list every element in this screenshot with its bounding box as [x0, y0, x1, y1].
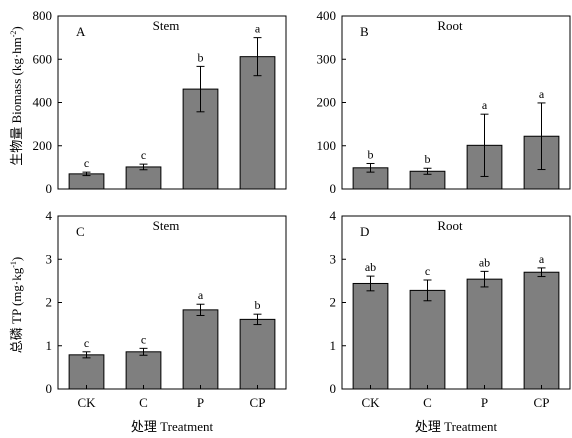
- bar: [523, 271, 560, 390]
- y-tick-label: 0: [330, 381, 337, 396]
- significance-label: c: [84, 336, 89, 350]
- y-tick-label: 300: [317, 51, 337, 66]
- y-tick-label: 400: [317, 8, 337, 23]
- y-tick-label: 0: [330, 181, 337, 196]
- significance-label: c: [425, 264, 430, 278]
- panel-title: Stem: [153, 218, 180, 233]
- significance-label: a: [482, 98, 488, 112]
- y-tick-label: 1: [330, 338, 337, 353]
- x-tick-label: CK: [77, 395, 96, 410]
- x-axis-label-right: 处理 Treatment: [415, 419, 498, 434]
- significance-label: a: [198, 288, 204, 302]
- panel-letter: D: [360, 224, 369, 239]
- x-tick-label: P: [197, 395, 204, 410]
- significance-label: c: [141, 332, 146, 346]
- x-tick-label: CP: [250, 395, 266, 410]
- panel-d: 0 1 2 3 4 D Root ab CK c Cab Pa CP: [330, 208, 571, 410]
- bar: [409, 289, 446, 390]
- y-tick-label: 400: [33, 95, 53, 110]
- panel-letter: C: [76, 224, 85, 239]
- y-tick-label: 200: [33, 138, 53, 153]
- significance-label: a: [539, 87, 545, 101]
- panel-a: 0 200 400 600 800 A Stem c c b a: [33, 8, 287, 196]
- y-tick-label: 100: [317, 138, 337, 153]
- y-tick-label: 3: [330, 251, 337, 266]
- significance-label: a: [539, 252, 545, 266]
- y-tick-label: 200: [317, 95, 337, 110]
- y-tick-label: 3: [46, 251, 53, 266]
- significance-label: b: [255, 298, 261, 312]
- panel-title: Stem: [153, 18, 180, 33]
- significance-label: ab: [479, 255, 490, 269]
- bar: [466, 278, 503, 390]
- significance-label: ab: [365, 260, 376, 274]
- panel-title: Root: [437, 218, 463, 233]
- x-tick-label: CK: [361, 395, 380, 410]
- bar: [68, 354, 105, 390]
- y-tick-label: 0: [46, 381, 53, 396]
- bar: [68, 173, 105, 190]
- y-tick-label: 800: [33, 8, 53, 23]
- significance-label: b: [198, 50, 204, 64]
- significance-label: c: [141, 148, 146, 162]
- significance-label: a: [255, 22, 261, 36]
- y-axis-label-top: 生物量 Biomass (kg·hm-2): [9, 26, 24, 166]
- x-tick-label: C: [423, 395, 432, 410]
- y-tick-label: 4: [46, 208, 53, 223]
- y-tick-label: 0: [46, 181, 53, 196]
- x-axis-label-left: 处理 Treatment: [131, 419, 214, 434]
- x-tick-label: CP: [534, 395, 550, 410]
- bar: [352, 282, 389, 390]
- y-tick-label: 1: [46, 338, 53, 353]
- y-tick-label: 4: [330, 208, 337, 223]
- panel-title: Root: [437, 18, 463, 33]
- y-tick-label: 2: [46, 295, 53, 310]
- y-axis-label-bottom: 总磷 TP (mg·kg-1): [9, 257, 24, 353]
- significance-label: b: [425, 152, 431, 166]
- bar: [239, 318, 276, 390]
- x-tick-label: P: [481, 395, 488, 410]
- significance-label: c: [84, 156, 89, 170]
- panel-letter: B: [360, 24, 369, 39]
- x-tick-label: C: [139, 395, 148, 410]
- bar: [239, 56, 276, 190]
- panel-letter: A: [76, 24, 86, 39]
- bar: [125, 351, 162, 390]
- bar: [182, 309, 219, 390]
- significance-label: b: [368, 147, 374, 161]
- panel-c: 0 1 2 3 4 C Stem c CK c Ca Pb CP: [46, 208, 287, 410]
- panel-b: 0 100 200 300 400 B Root b b a a: [317, 8, 571, 196]
- y-tick-label: 2: [330, 295, 337, 310]
- y-tick-label: 600: [33, 51, 53, 66]
